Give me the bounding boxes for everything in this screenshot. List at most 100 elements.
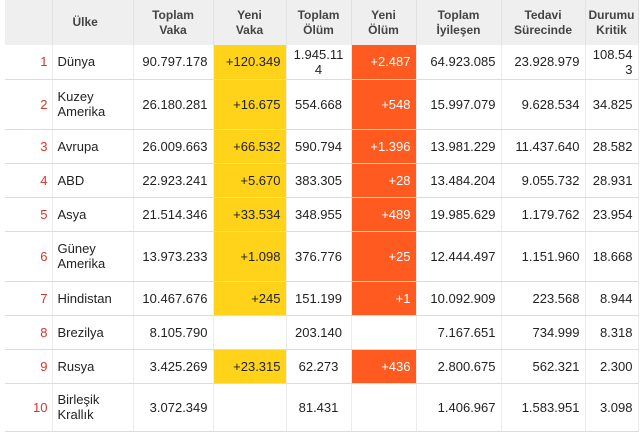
row-new-deaths: +25 (351, 231, 417, 282)
row-total-deaths: 376.776 (286, 231, 352, 282)
table-row: 2 Kuzey Amerika 26.180.281 +16.675 554.668 +5… (5, 79, 639, 130)
row-active: 9.628.534 (501, 79, 586, 130)
row-critical: 108.543 (585, 45, 639, 80)
row-rank: 8 (5, 315, 53, 350)
row-active: 1.179.762 (501, 197, 586, 232)
row-total-cases: 26.180.281 (133, 79, 214, 130)
row-total-cases: 26.009.663 (133, 129, 214, 164)
row-critical: 34.825 (585, 79, 639, 130)
row-rank: 1 (5, 45, 53, 80)
table-row: 3 Avrupa 26.009.663 +66.532 590.794 +1.396 13.… (5, 129, 639, 164)
row-rank: 7 (5, 281, 53, 316)
table-row: 7 Hindistan 10.467.676 +245 151.199 +1 10.092.… (5, 281, 639, 316)
table-row: 6 Güney Amerika 13.973.233 +1.098 376.776 +25… (5, 231, 639, 282)
row-total-recovered: 15.997.079 (416, 79, 502, 130)
table-row: 9 Rusya 3.425.269 +23.315 62.273 +436 2.800.67… (5, 349, 639, 384)
row-new-cases: +5.670 (213, 163, 287, 198)
row-rank: 5 (5, 197, 53, 232)
row-new-cases: +16.675 (213, 79, 287, 130)
row-rank: 2 (5, 79, 53, 130)
row-total-recovered: 19.985.629 (416, 197, 502, 232)
row-active: 9.055.732 (501, 163, 586, 198)
table-row: 4 ABD 22.923.241 +5.670 383.305 +28 13.484.204… (5, 163, 639, 198)
row-active: 1.151.960 (501, 231, 586, 282)
row-rank: 10 (5, 383, 53, 432)
row-total-recovered: 64.923.085 (416, 45, 502, 80)
row-critical: 3.098 (585, 383, 639, 432)
row-new-deaths: +489 (351, 197, 417, 232)
row-country[interactable]: Birleşik Krallık (52, 383, 134, 432)
row-new-deaths: +2.487 (351, 45, 417, 80)
header-new-cases[interactable]: Yeni Vaka (213, 0, 287, 45)
row-country[interactable]: Asya (52, 197, 134, 232)
table-header-row: Ülke Toplam Vaka Yeni Vaka Toplam Ölüm Yeni… (5, 0, 639, 45)
row-total-cases: 10.467.676 (133, 281, 214, 316)
header-country[interactable]: Ülke (52, 0, 134, 45)
header-total-cases[interactable]: Toplam Vaka (133, 0, 214, 45)
header-total-deaths[interactable]: Toplam Ölüm (286, 0, 352, 45)
row-total-deaths: 554.668 (286, 79, 352, 130)
row-country[interactable]: Avrupa (52, 129, 134, 164)
header-total-recovered[interactable]: Toplam İyileşen (416, 0, 502, 45)
row-total-cases: 3.072.349 (133, 383, 214, 432)
row-total-deaths: 590.794 (286, 129, 352, 164)
row-total-deaths: 151.199 (286, 281, 352, 316)
row-new-deaths (351, 315, 417, 350)
row-total-recovered: 7.167.651 (416, 315, 502, 350)
row-country[interactable]: Hindistan (52, 281, 134, 316)
row-new-deaths: +436 (351, 349, 417, 384)
row-total-deaths: 62.273 (286, 349, 352, 384)
row-new-cases: +1.098 (213, 231, 287, 282)
row-new-deaths: +28 (351, 163, 417, 198)
row-country[interactable]: Dünya (52, 45, 134, 80)
header-new-deaths[interactable]: Yeni Ölüm (351, 0, 417, 45)
row-critical: 18.668 (585, 231, 639, 282)
row-rank: 4 (5, 163, 53, 198)
row-total-recovered: 12.444.497 (416, 231, 502, 282)
row-critical: 8.318 (585, 315, 639, 350)
row-rank: 9 (5, 349, 53, 384)
covid-stats-table: Ülke Toplam Vaka Yeni Vaka Toplam Ölüm Yeni… (5, 0, 639, 432)
row-new-cases: +23.315 (213, 349, 287, 384)
row-country[interactable]: Brezilya (52, 315, 134, 350)
row-country[interactable]: Güney Amerika (52, 231, 134, 282)
row-total-recovered: 2.800.675 (416, 349, 502, 384)
header-active[interactable]: Tedavi Sürecinde (501, 0, 586, 45)
table-row: 8 Brezilya 8.105.790 203.140 7.167.651 734.99… (5, 315, 639, 350)
row-total-deaths: 203.140 (286, 315, 352, 350)
header-rank (5, 0, 53, 45)
row-total-cases: 22.923.241 (133, 163, 214, 198)
row-new-deaths (351, 383, 417, 432)
row-active: 562.321 (501, 349, 586, 384)
row-total-recovered: 13.484.204 (416, 163, 502, 198)
row-new-deaths: +1.396 (351, 129, 417, 164)
row-critical: 8.944 (585, 281, 639, 316)
row-critical: 28.582 (585, 129, 639, 164)
row-country[interactable]: ABD (52, 163, 134, 198)
row-total-recovered: 10.092.909 (416, 281, 502, 316)
row-new-deaths: +1 (351, 281, 417, 316)
row-active: 1.583.951 (501, 383, 586, 432)
row-active: 734.999 (501, 315, 586, 350)
row-rank: 6 (5, 231, 53, 282)
table-row: 1 Dünya 90.797.178 +120.349 1.945.114 +2.487 6… (5, 45, 639, 80)
row-active: 11.437.640 (501, 129, 586, 164)
row-country[interactable]: Rusya (52, 349, 134, 384)
header-critical[interactable]: Durumu Kritik (585, 0, 639, 45)
row-total-cases: 90.797.178 (133, 45, 214, 80)
table-row: 10 Birleşik Krallık 3.072.349 81.431 1.406.9… (5, 383, 639, 432)
row-new-cases: +245 (213, 281, 287, 316)
row-total-deaths: 1.945.114 (286, 45, 352, 80)
row-new-cases: +120.349 (213, 45, 287, 80)
row-new-cases: +33.534 (213, 197, 287, 232)
row-total-recovered: 1.406.967 (416, 383, 502, 432)
row-new-cases (213, 315, 287, 350)
row-total-deaths: 348.955 (286, 197, 352, 232)
table-row: 5 Asya 21.514.346 +33.534 348.955 +489 19.985.… (5, 197, 639, 232)
row-total-cases: 8.105.790 (133, 315, 214, 350)
row-country[interactable]: Kuzey Amerika (52, 79, 134, 130)
row-new-deaths: +548 (351, 79, 417, 130)
row-total-cases: 13.973.233 (133, 231, 214, 282)
row-total-deaths: 383.305 (286, 163, 352, 198)
row-critical: 2.300 (585, 349, 639, 384)
